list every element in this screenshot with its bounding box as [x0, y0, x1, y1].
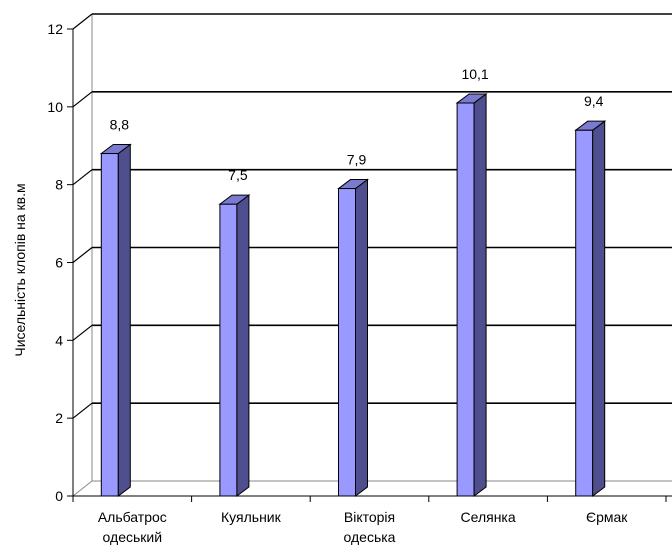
gridline-side	[72, 169, 93, 186]
bar-top	[574, 120, 607, 131]
bar-front	[219, 203, 238, 497]
x-tick-label: Селянка	[461, 509, 516, 525]
bar-front	[456, 102, 475, 497]
y-tick-label: 6	[55, 255, 63, 271]
y-tick-label: 8	[55, 177, 63, 193]
y-tick-label: 4	[55, 332, 63, 348]
chart-grid	[72, 13, 672, 497]
bar-front	[575, 129, 594, 497]
bar-side	[355, 178, 368, 497]
x-tick-label: одеська	[344, 529, 396, 545]
data-label: 8,8	[110, 117, 130, 133]
bar-front	[338, 188, 356, 497]
y-tick-label: 0	[55, 488, 63, 504]
bar-side	[117, 143, 131, 497]
x-tick-label: Єрмак	[586, 509, 628, 525]
y-tick-label: 2	[55, 410, 63, 426]
chart-labels: 8,8 Альбатрос одеський 7,5 Куяльник 7,9 Віктор…	[98, 66, 628, 545]
gridline-side	[72, 324, 93, 341]
bar-side	[592, 120, 606, 497]
bar-top	[337, 179, 369, 190]
x-tick-label: одеський	[103, 529, 163, 545]
data-label: 7,9	[347, 152, 367, 168]
chart-axes: 0 2 4 6 8 10 12	[47, 21, 672, 504]
bar-top	[99, 144, 132, 155]
gridline-side	[72, 13, 93, 30]
data-label: 7,5	[228, 167, 248, 183]
bar-top	[218, 194, 251, 205]
bar-top	[455, 93, 488, 104]
bar-side	[473, 92, 487, 497]
x-tick-label: Вікторія	[344, 509, 395, 525]
x-tick-label: Альбатрос	[98, 509, 167, 525]
bar-side	[236, 194, 250, 497]
data-label: 10,1	[461, 66, 488, 82]
x-tick-label: Куяльник	[221, 509, 282, 525]
chart-bars	[99, 92, 607, 497]
floor-side-edge	[72, 480, 93, 497]
bar-front	[100, 153, 119, 497]
gridline-side	[72, 402, 93, 419]
gridline-side	[72, 91, 93, 108]
data-label: 9,4	[584, 93, 604, 109]
y-tick-label: 12	[47, 21, 63, 37]
y-tick-label: 10	[47, 99, 63, 115]
gridline-side	[72, 247, 93, 263]
